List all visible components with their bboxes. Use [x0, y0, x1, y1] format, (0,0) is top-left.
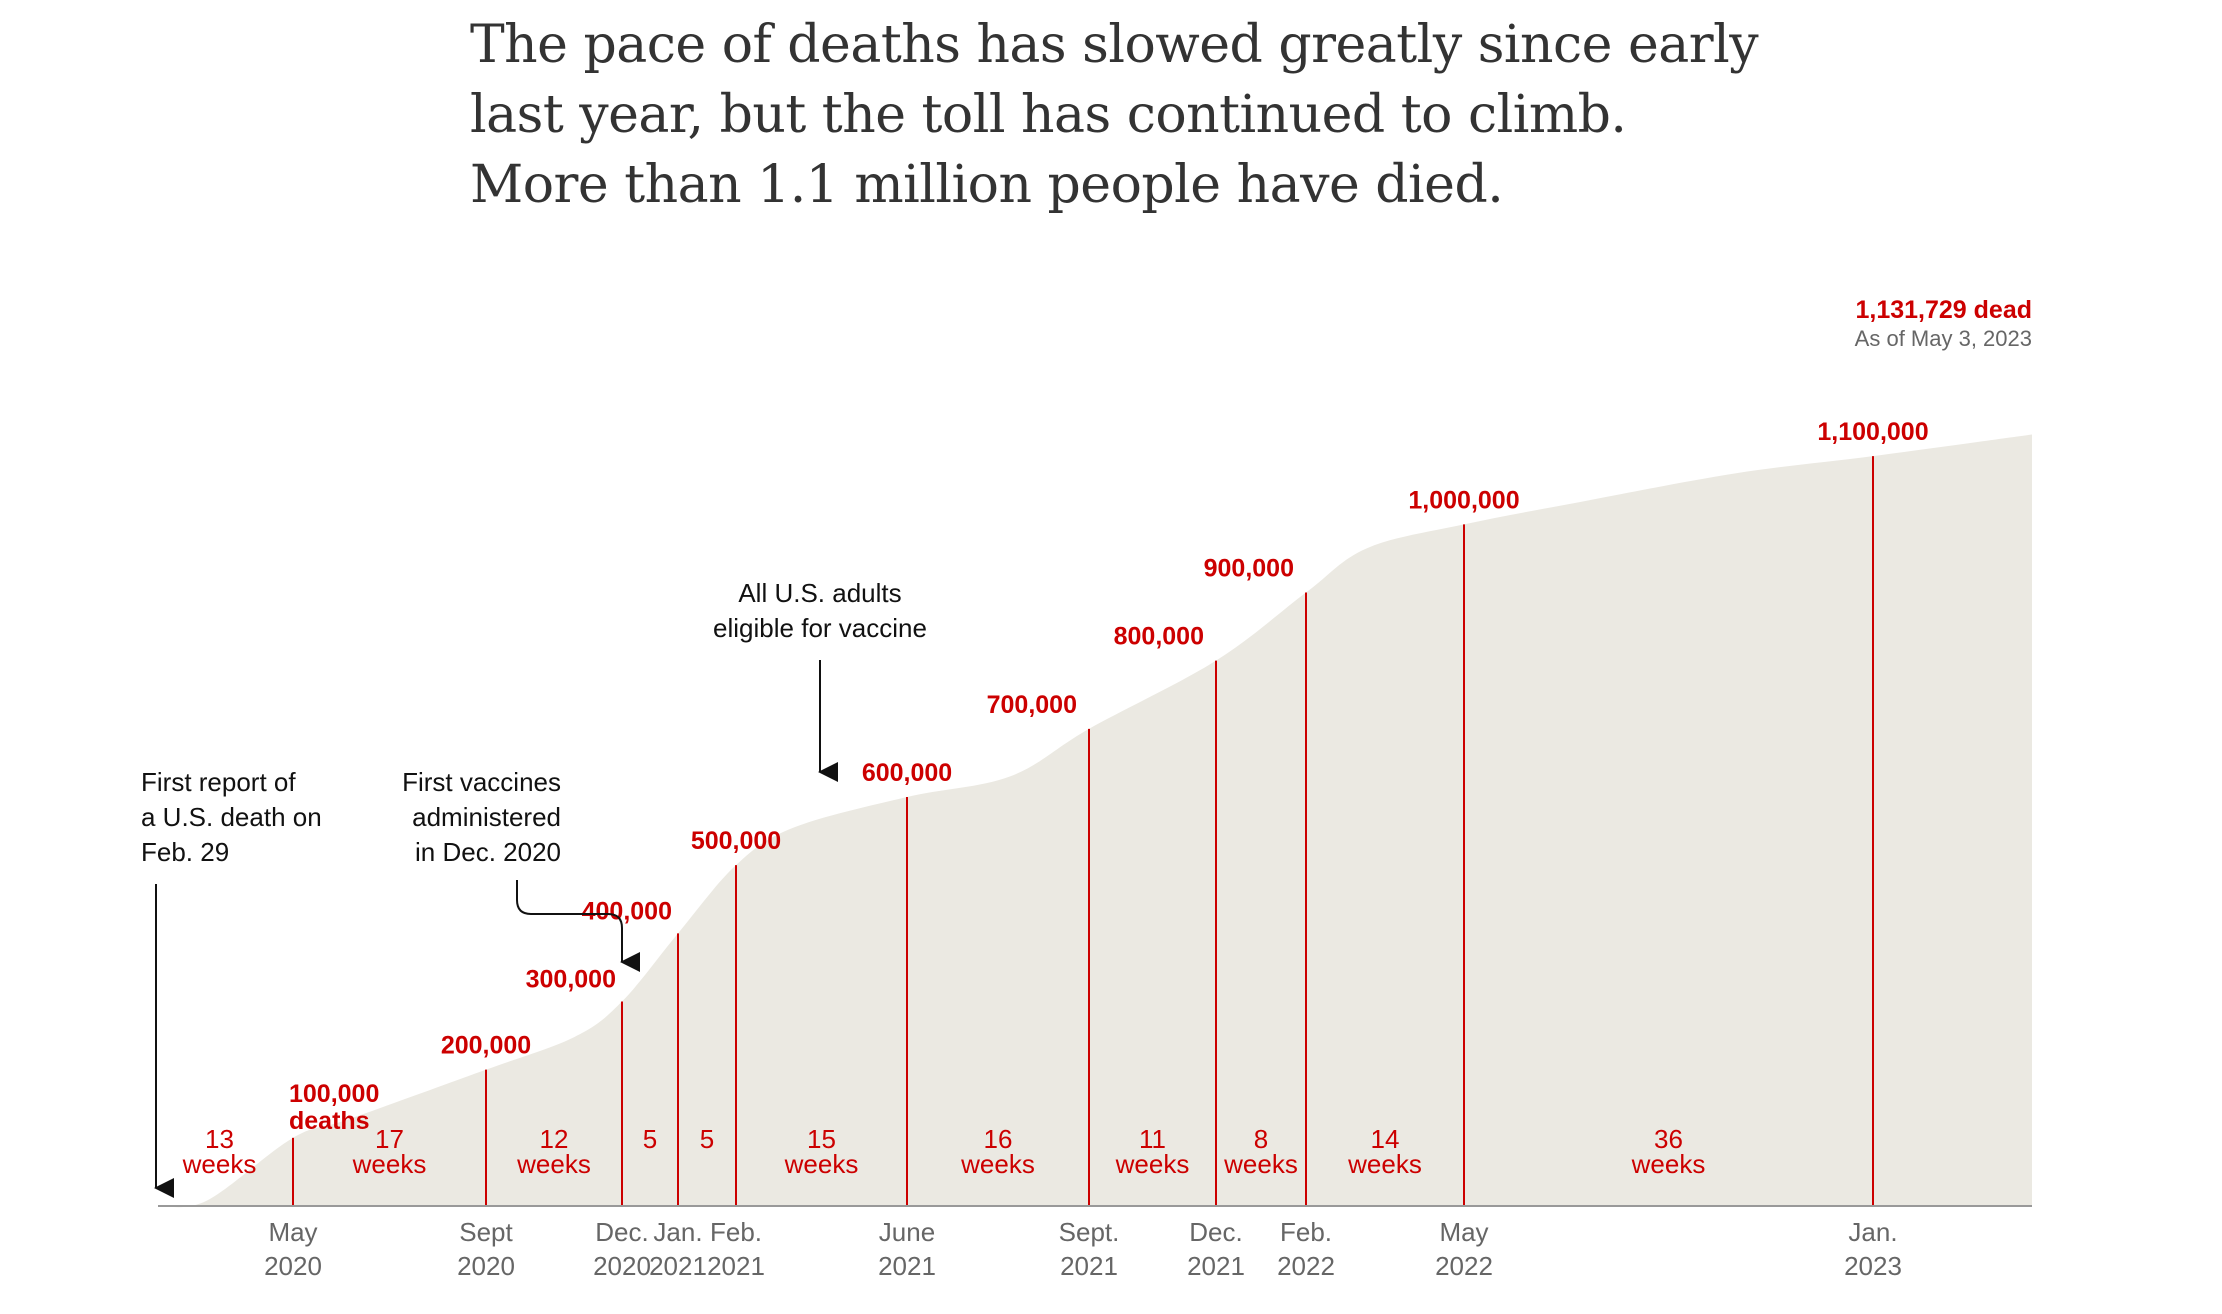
- weeks-unit: weeks: [1631, 1149, 1706, 1179]
- x-tick-month: Dec.: [595, 1217, 648, 1247]
- annotation-text: administered: [412, 802, 561, 832]
- milestone-label: 900,000: [1204, 555, 1294, 583]
- weeks-count: 16: [984, 1124, 1013, 1154]
- weeks-unit: weeks: [182, 1149, 257, 1179]
- x-tick-month: Sept.: [1059, 1217, 1120, 1247]
- weeks-count: 11: [1139, 1124, 1166, 1154]
- x-tick-month: Jan.: [1848, 1217, 1897, 1247]
- area-layer: [158, 434, 2032, 1208]
- annotation-text: First report of: [141, 767, 296, 797]
- annotation-arrow: [516, 880, 640, 972]
- x-tick-year: 2020: [457, 1251, 515, 1281]
- weeks-unit: weeks: [784, 1149, 859, 1179]
- x-tick-month: Jan.: [653, 1217, 702, 1247]
- x-tick-month: June: [879, 1217, 935, 1247]
- weeks-unit: weeks: [1115, 1149, 1190, 1179]
- milestone-label: 100,000: [289, 1080, 379, 1108]
- milestone-lines: [292, 456, 1874, 1206]
- weeks-unit: weeks: [960, 1149, 1035, 1179]
- x-tick-year: 2021: [878, 1251, 936, 1281]
- weeks-count: 14: [1371, 1124, 1400, 1154]
- milestone-sublabel: deaths: [289, 1107, 370, 1135]
- milestone-label: 1,000,000: [1408, 486, 1519, 514]
- x-tick-month: May: [1439, 1217, 1488, 1247]
- annotation-text: First vaccines: [402, 767, 561, 797]
- weeks-count: 5: [700, 1124, 714, 1154]
- weeks-count: 8: [1254, 1124, 1268, 1154]
- x-tick-month: May: [268, 1217, 317, 1247]
- death-toll-area: [158, 434, 2032, 1208]
- headline: The pace of deaths has slowed greatly si…: [470, 15, 1759, 215]
- x-tick-year: 2020: [593, 1251, 651, 1281]
- milestone-label: 400,000: [582, 897, 672, 925]
- weeks-unit: weeks: [1223, 1149, 1298, 1179]
- annotation-text: in Dec. 2020: [415, 837, 561, 867]
- weeks-count: 17: [375, 1124, 404, 1154]
- x-axis: May2020Sept2020Dec.2020Jan.2021Feb.2021J…: [158, 1205, 2032, 1281]
- weeks-unit: weeks: [1347, 1149, 1422, 1179]
- x-tick-year: 2021: [1060, 1251, 1118, 1281]
- weeks-count: 15: [807, 1124, 836, 1154]
- x-tick-month: Feb.: [710, 1217, 762, 1247]
- weeks-count: 13: [205, 1124, 234, 1154]
- annotation-text: a U.S. death on: [141, 802, 322, 832]
- annotation-text: All U.S. adults: [738, 578, 901, 608]
- weeks-unit: weeks: [352, 1149, 427, 1179]
- x-tick-year: 2023: [1844, 1251, 1902, 1281]
- weeks-unit: weeks: [516, 1149, 591, 1179]
- current-total-label: 1,131,729 dead: [1855, 296, 2032, 324]
- milestone-label: 1,100,000: [1817, 418, 1928, 446]
- x-tick-year: 2022: [1435, 1251, 1493, 1281]
- annotation-text: eligible for vaccine: [713, 613, 927, 643]
- x-tick-year: 2021: [707, 1251, 765, 1281]
- x-tick-year: 2022: [1277, 1251, 1335, 1281]
- milestone-label: 700,000: [987, 691, 1077, 719]
- annotation-text: Feb. 29: [141, 837, 229, 867]
- annotations: First report of a U.S. death on Feb. 29 Fir…: [141, 578, 927, 1198]
- milestone-label: 600,000: [862, 759, 952, 787]
- x-tick-month: Dec.: [1189, 1217, 1242, 1247]
- weeks-count: 5: [643, 1124, 657, 1154]
- milestone-label: 500,000: [691, 827, 781, 855]
- milestone-label: 800,000: [1114, 623, 1204, 651]
- x-tick-month: Feb.: [1280, 1217, 1332, 1247]
- weeks-count: 12: [540, 1124, 569, 1154]
- x-tick-month: Sept: [459, 1217, 513, 1247]
- weeks-count: 36: [1654, 1124, 1683, 1154]
- x-tick-year: 2021: [649, 1251, 707, 1281]
- milestone-label: 200,000: [441, 1032, 531, 1060]
- current-date-label: As of May 3, 2023: [1855, 326, 2032, 351]
- x-tick-year: 2020: [264, 1251, 322, 1281]
- x-tick-year: 2021: [1187, 1251, 1245, 1281]
- milestone-label: 300,000: [526, 966, 616, 994]
